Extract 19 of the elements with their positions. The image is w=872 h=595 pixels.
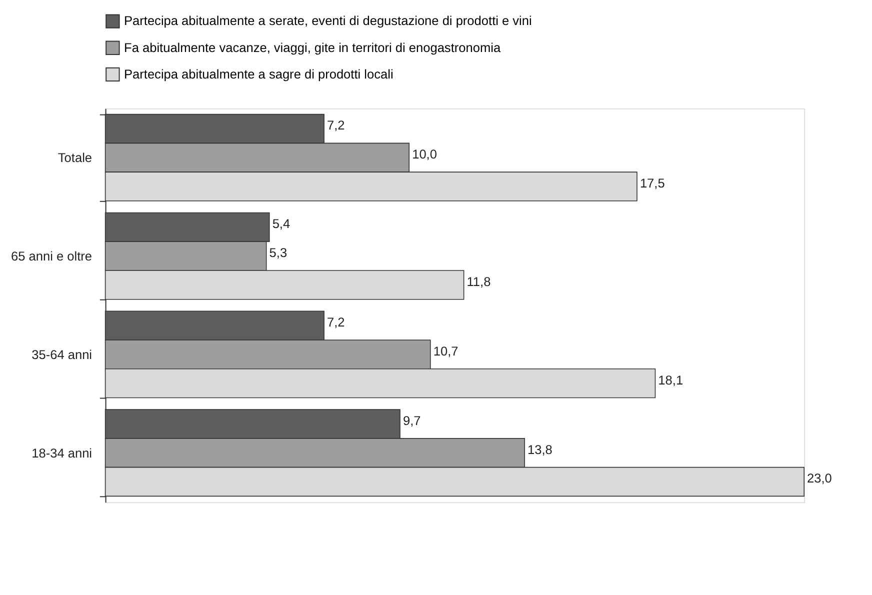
legend-label: Partecipa abitualmente a sagre di prodotti locali	[124, 66, 394, 82]
data-label: 11,8	[466, 274, 491, 289]
data-label: 13,8	[528, 442, 552, 457]
y-tick-label: 18-34 anni	[32, 445, 92, 460]
data-label: 7,2	[327, 314, 345, 330]
data-label: 17,5	[640, 175, 665, 190]
legend-label: Fa abitualmente vacanze, viaggi, gite in territori di enogastronomia	[124, 40, 502, 55]
data-label: 5,3	[269, 245, 288, 260]
y-tick-label: 35-64 anni	[32, 346, 92, 362]
data-label: 10,7	[433, 343, 458, 358]
y-tick-label: 65 anni e oltre	[11, 248, 92, 264]
y-tick-label: Totale	[58, 150, 92, 166]
data-label: 7,2	[327, 118, 345, 133]
data-label: 10,0	[412, 146, 437, 162]
data-label: 23,0	[807, 470, 832, 486]
legend-label: Partecipa abitualmente a serate, eventi di degustazione di prodotti e vini	[124, 13, 532, 28]
data-label: 5,4	[272, 216, 290, 232]
data-label: 9,7	[402, 412, 421, 428]
data-label: 18,1	[658, 372, 684, 388]
